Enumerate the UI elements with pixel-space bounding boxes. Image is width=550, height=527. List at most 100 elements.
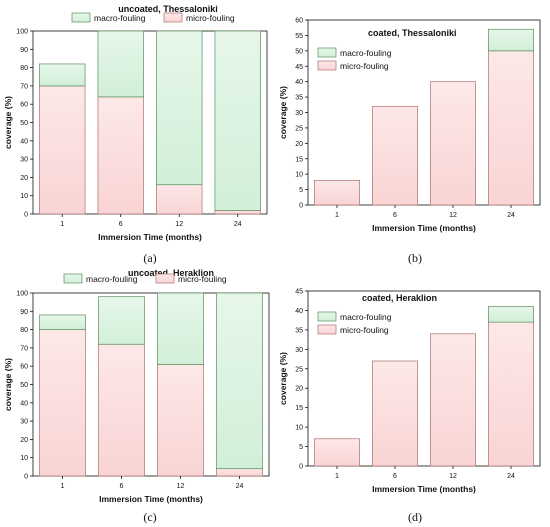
- x-tick-label: 24: [507, 473, 515, 480]
- legend-label-micro: micro-fouling: [340, 325, 389, 335]
- y-tick-label: 100: [16, 29, 28, 36]
- bar-micro-12: [156, 184, 203, 215]
- y-tick-label: 30: [20, 157, 28, 164]
- bar-micro-12: [430, 81, 476, 206]
- bar-macro-6: [97, 30, 144, 98]
- x-axis-title: Immersion Time (months): [372, 484, 476, 494]
- bar-micro-1: [314, 179, 360, 206]
- y-tick-label: 90: [20, 47, 28, 54]
- x-tick-label: 24: [236, 483, 244, 490]
- y-axis-title: coverage (%): [3, 358, 13, 411]
- bar-micro-24: [216, 468, 263, 477]
- x-axis-title: Immersion Time (months): [98, 232, 202, 242]
- y-tick-label: 20: [20, 175, 28, 182]
- y-tick-label: 0: [24, 212, 28, 219]
- legend-swatch-micro: [163, 12, 183, 23]
- legend-label-macro: macro-fouling: [86, 274, 138, 284]
- legend-swatch-micro: [155, 273, 175, 284]
- x-tick-label: 12: [177, 483, 185, 490]
- x-tick-label: 6: [120, 483, 124, 490]
- legend-swatch-micro: [317, 324, 337, 335]
- chart-panel-2: 1 6 12 24 0 10 20 30 40 50 60 70 80 90 100 Immersion Ti…: [3, 268, 270, 524]
- x-tick-label: 6: [393, 212, 397, 219]
- y-tick-label: 10: [20, 455, 28, 462]
- x-tick-label: 6: [119, 221, 123, 228]
- y-tick-label: 30: [20, 419, 28, 426]
- y-axis-title: coverage (%): [3, 96, 13, 149]
- x-axis-title: Immersion Time (months): [99, 494, 203, 504]
- legend-swatch-micro: [317, 60, 337, 71]
- bar-macro-24: [488, 306, 534, 323]
- bar-micro-1: [39, 329, 86, 477]
- plot-frame: [307, 290, 541, 467]
- legend: macro-fouling micro-fouling: [71, 12, 235, 23]
- y-tick-label: 60: [295, 18, 303, 25]
- y-axis-title: coverage (%): [278, 352, 288, 405]
- bar-micro-6: [97, 96, 144, 215]
- y-tick-label: 80: [20, 65, 28, 72]
- x-tick-label: 6: [393, 473, 397, 480]
- y-tick-label: 100: [16, 291, 28, 298]
- legend-swatch-macro: [317, 311, 337, 322]
- y-tick-label: 40: [295, 308, 303, 315]
- bar-macro-1: [39, 63, 86, 87]
- x-axis-title: Immersion Time (months): [372, 223, 476, 233]
- y-tick-label: 20: [20, 437, 28, 444]
- y-tick-label: 35: [295, 327, 303, 334]
- bar-micro-12: [157, 364, 204, 477]
- y-tick-label: 70: [20, 83, 28, 90]
- x-tick-label: 1: [335, 212, 339, 219]
- x-tick-label: 24: [234, 221, 242, 228]
- x-tick-label: 12: [175, 221, 183, 228]
- panel-caption: (d): [408, 510, 422, 524]
- chart-panel-0: 1 6 12 24 0 10 20 30 40 50 60 70 80 90 100 Immersion Ti…: [3, 4, 268, 265]
- x-tick-label: 24: [507, 212, 515, 219]
- bar-micro-6: [98, 343, 145, 477]
- bar-macro-12: [156, 30, 203, 186]
- bar-macro-6: [98, 296, 145, 345]
- y-tick-label: 10: [20, 193, 28, 200]
- y-tick-label: 20: [295, 386, 303, 393]
- bar-micro-1: [39, 85, 86, 215]
- y-tick-label: 80: [20, 327, 28, 334]
- y-tick-label: 50: [20, 120, 28, 127]
- x-tick-label: 1: [61, 483, 65, 490]
- bar-macro-24: [488, 28, 534, 52]
- y-tick-label: 70: [20, 345, 28, 352]
- chart-panel-1: 1 6 12 24 0 5 10 15 20 25 30 35 40 45 50 55 60 Immersion …: [278, 18, 541, 265]
- legend-swatch-macro: [63, 273, 83, 284]
- chart-title: coated, Heraklion: [362, 293, 437, 303]
- y-tick-label: 10: [295, 172, 303, 179]
- x-tick-label: 12: [449, 473, 457, 480]
- bar-micro-1: [314, 438, 360, 467]
- bar-micro-24: [214, 209, 261, 215]
- y-tick-label: 40: [20, 400, 28, 407]
- y-tick-label: 40: [295, 79, 303, 86]
- bar-macro-24: [214, 30, 261, 211]
- bar-macro-1: [39, 314, 86, 330]
- y-tick-label: 90: [20, 309, 28, 316]
- y-tick-label: 30: [295, 110, 303, 117]
- y-tick-label: 15: [295, 156, 303, 163]
- chart-panel-3: 1 6 12 24 0 5 10 15 20 25 30 35 40 45 Immersion Time (…: [278, 289, 541, 524]
- y-tick-label: 30: [295, 347, 303, 354]
- y-tick-label: 5: [299, 444, 303, 451]
- chart-title: coated, Thessaloniki: [368, 28, 457, 38]
- bar-micro-6: [372, 105, 418, 206]
- x-tick-label: 12: [449, 212, 457, 219]
- legend-label-macro: macro-fouling: [94, 13, 146, 23]
- bar-micro-24: [488, 321, 534, 467]
- y-tick-label: 15: [295, 405, 303, 412]
- legend-swatch-macro: [317, 47, 337, 58]
- y-tick-label: 45: [295, 289, 303, 296]
- y-tick-label: 50: [295, 48, 303, 55]
- chart-title: uncoated, Thessaloniki: [118, 4, 218, 14]
- y-tick-label: 0: [299, 464, 303, 471]
- y-tick-label: 50: [20, 382, 28, 389]
- legend: macro-fouling micro-fouling: [317, 311, 392, 335]
- legend: macro-fouling micro-fouling: [63, 273, 227, 284]
- y-tick-label: 25: [295, 125, 303, 132]
- legend-label-micro: micro-fouling: [340, 61, 389, 71]
- x-tick-label: 1: [60, 221, 64, 228]
